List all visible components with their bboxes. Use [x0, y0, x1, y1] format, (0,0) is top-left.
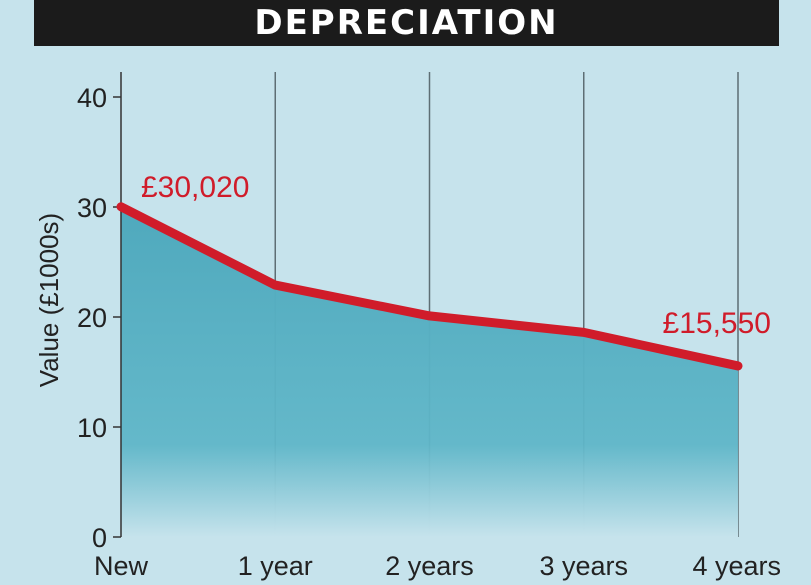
data-label-0: £30,020 [141, 171, 249, 204]
x-tick-label-4: 4 years [692, 551, 781, 581]
y-tick-label-20: 20 [77, 303, 107, 333]
y-tick-label-0: 0 [92, 523, 107, 553]
series-line [116, 202, 743, 371]
data-label-1: £15,550 [663, 307, 771, 340]
x-tick-label-3: 3 years [539, 551, 628, 581]
y-tick-label-40: 40 [77, 83, 107, 113]
y-axis [113, 72, 122, 538]
x-tick-label-2: 2 years [385, 551, 474, 581]
y-tick-label-30: 30 [77, 193, 107, 223]
y-axis-label: Value (£1000s) [34, 213, 64, 387]
y-tick-labels: 0 10 20 30 40 [77, 83, 107, 553]
x-tick-labels: New 1 year 2 years 3 years 4 years [94, 551, 781, 581]
x-tick-label-0: New [94, 551, 149, 581]
x-tick-label-1: 1 year [238, 551, 313, 581]
annotations: £30,020 £15,550 [141, 171, 771, 340]
chart-title: DEPRECIATION [34, 0, 779, 46]
y-tick-label-10: 10 [77, 413, 107, 443]
